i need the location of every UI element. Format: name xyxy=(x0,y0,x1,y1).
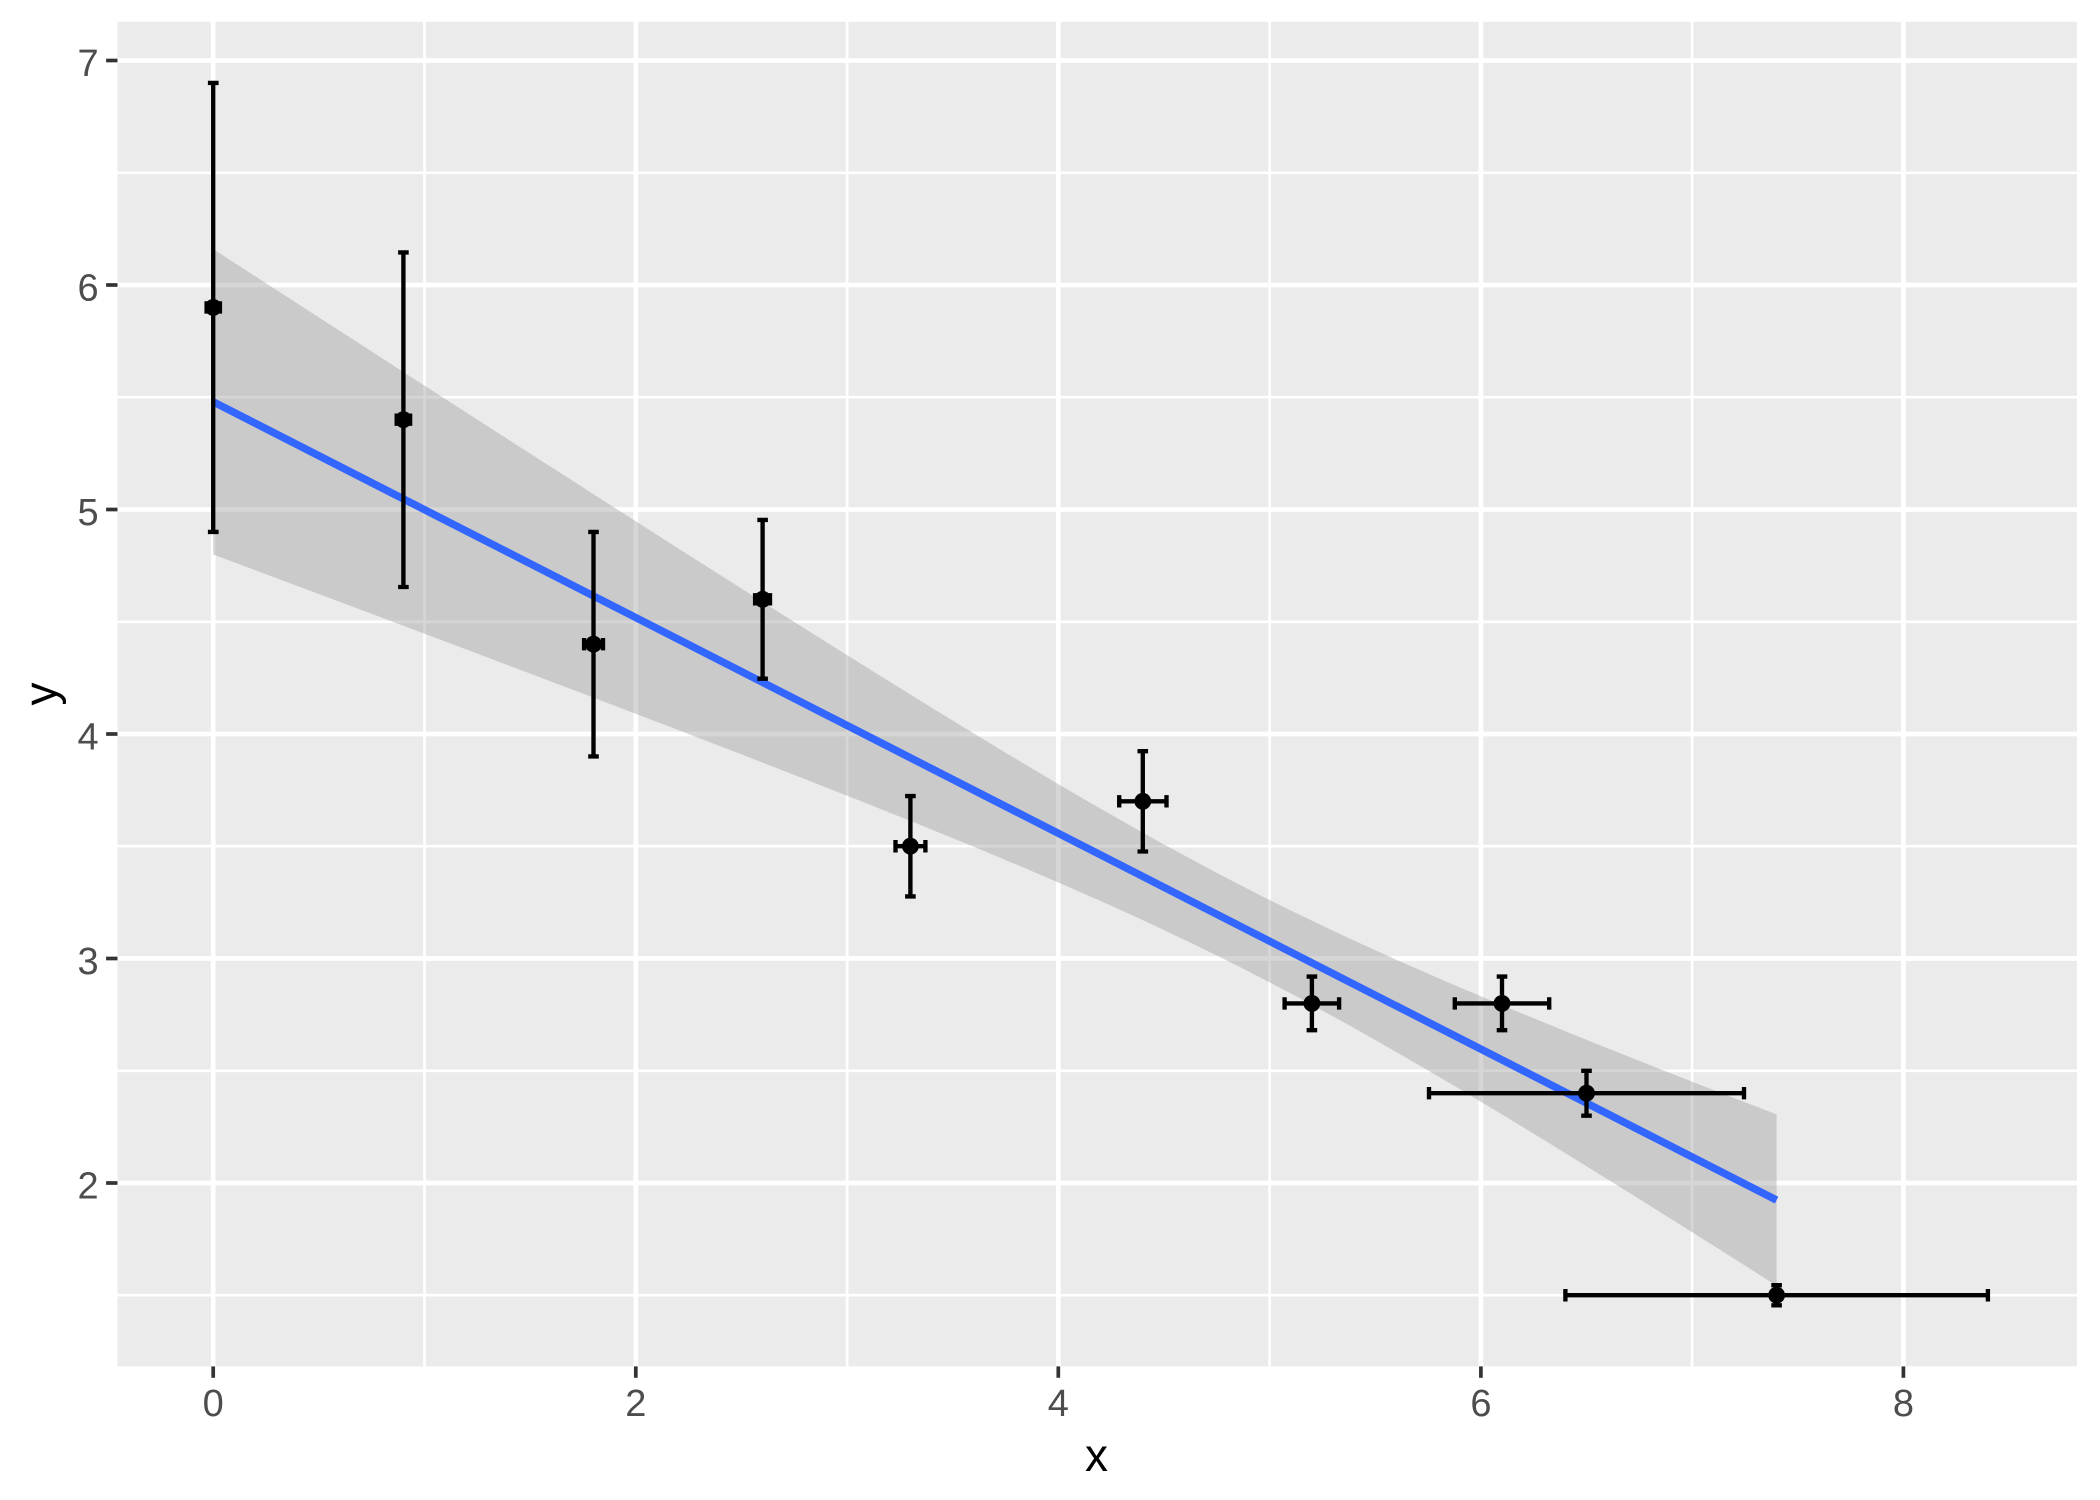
svg-text:y: y xyxy=(15,683,67,706)
svg-text:4: 4 xyxy=(78,716,99,758)
svg-text:6: 6 xyxy=(78,267,99,309)
svg-text:2: 2 xyxy=(78,1165,99,1207)
svg-text:6: 6 xyxy=(1470,1383,1491,1425)
svg-text:0: 0 xyxy=(203,1383,224,1425)
svg-text:3: 3 xyxy=(78,941,99,983)
svg-text:7: 7 xyxy=(78,43,99,85)
svg-text:8: 8 xyxy=(1893,1383,1914,1425)
svg-text:x: x xyxy=(1085,1429,1108,1481)
svg-text:4: 4 xyxy=(1048,1383,1069,1425)
svg-text:2: 2 xyxy=(625,1383,646,1425)
svg-text:5: 5 xyxy=(78,492,99,534)
